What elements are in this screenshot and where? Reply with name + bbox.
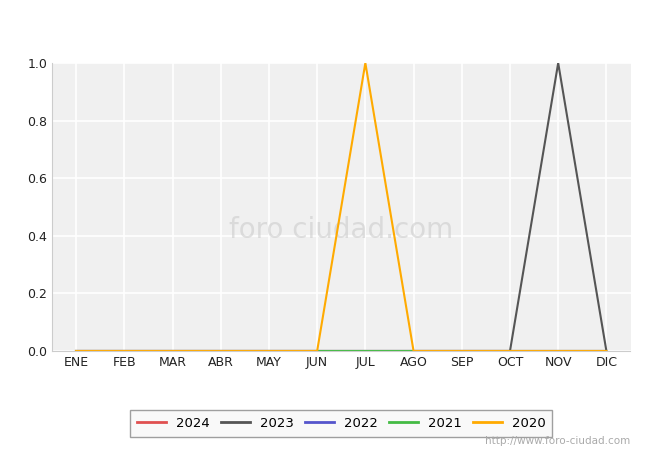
Text: http://www.foro-ciudad.com: http://www.foro-ciudad.com <box>486 436 630 446</box>
Legend: 2024, 2023, 2022, 2021, 2020: 2024, 2023, 2022, 2021, 2020 <box>130 410 552 436</box>
Text: Matriculaciones de Vehiculos en Jalón de Cameros: Matriculaciones de Vehiculos en Jalón de… <box>81 17 569 37</box>
Text: foro ciudad.com: foro ciudad.com <box>229 216 454 244</box>
